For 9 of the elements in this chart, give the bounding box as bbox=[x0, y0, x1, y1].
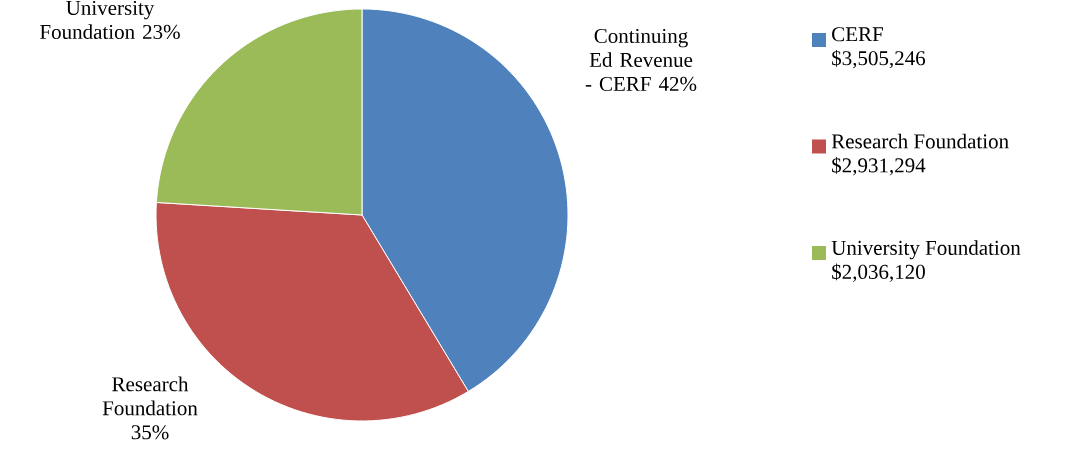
legend-label: Research Foundation bbox=[831, 133, 1009, 149]
text: Continuing Ed Revenue - CERF 42% bbox=[585, 28, 697, 92]
data-label: $2,931,294 bbox=[832, 157, 926, 176]
data-label: $2,036,120 bbox=[832, 263, 925, 282]
text: Research Foundation 35% bbox=[102, 376, 198, 440]
legend-label: CERF bbox=[832, 27, 883, 42]
data-label: $3,505,246 bbox=[832, 49, 926, 69]
legend-label: University Foundation bbox=[831, 240, 1021, 260]
text: University Foundation 23% bbox=[40, 0, 180, 40]
